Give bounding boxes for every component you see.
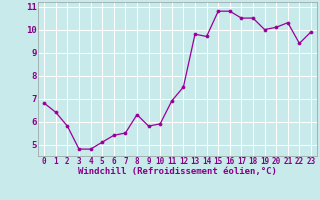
X-axis label: Windchill (Refroidissement éolien,°C): Windchill (Refroidissement éolien,°C) [78, 167, 277, 176]
